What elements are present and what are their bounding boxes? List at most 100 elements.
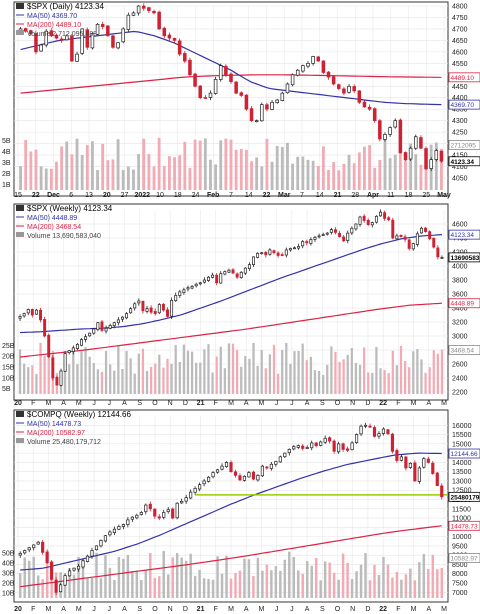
title-marker [16, 411, 24, 417]
volume-bar [47, 358, 50, 394]
volume-bar [184, 560, 188, 598]
candle-body [309, 239, 313, 244]
candle-body [95, 23, 100, 35]
volume-bar [420, 359, 423, 394]
candle-body [104, 327, 108, 332]
candle-body [297, 246, 301, 249]
candle-body [419, 227, 423, 234]
volume-bar [377, 574, 381, 598]
x-tick-label: S [137, 400, 142, 407]
candle-body [275, 99, 279, 104]
x-tick-label: J [108, 400, 112, 407]
candle-body [321, 234, 325, 236]
candle-body [80, 28, 84, 54]
candle-body [96, 322, 100, 331]
candle-body [424, 227, 428, 233]
volume-bar [297, 350, 300, 394]
volume-bar [227, 343, 231, 394]
candle-body [120, 316, 124, 320]
candle-body [408, 147, 413, 160]
x-tick-label: A [426, 400, 431, 407]
volume-bar [270, 570, 273, 598]
volume-bar [414, 154, 418, 190]
candle-body [130, 516, 134, 520]
volume-bar [70, 154, 74, 190]
candle-body [125, 313, 129, 319]
volume-bar [147, 154, 151, 190]
volume-bar [347, 154, 351, 190]
price-candles [18, 3, 444, 172]
volume-tick-label: 1B [2, 182, 11, 189]
volume-bar [29, 151, 33, 190]
volume-bar [279, 570, 282, 598]
price-tag: 3468.54 [451, 348, 475, 355]
volume-bar [350, 579, 354, 598]
x-tick-label: A [244, 400, 249, 407]
ma200-line [19, 302, 443, 358]
volume-bar [178, 361, 181, 394]
y-tick-label: 3400 [452, 306, 468, 313]
x-tick-label: M [259, 400, 265, 407]
volume-bar [388, 158, 392, 190]
volume-bar [27, 367, 30, 394]
volume-bar [238, 570, 242, 598]
candle-body [50, 561, 54, 580]
volume-bar [440, 349, 444, 394]
volume-bar [203, 349, 206, 394]
chart-legend: $SPX (Weekly) 4123.34 MA(50) 4448.89 MA(… [16, 204, 113, 240]
candle-body [362, 101, 367, 108]
candle-body [175, 502, 179, 519]
volume-tick-label: 20B [2, 354, 15, 361]
volume-bar [276, 373, 280, 394]
candle-body [323, 437, 327, 443]
volume-tick-label: 5B [2, 138, 11, 145]
price-tag-box [448, 553, 480, 563]
volume-bar [72, 347, 75, 394]
volume-bar [162, 551, 165, 598]
chart-title: $SPX (Weekly) 4123.34 [27, 204, 113, 213]
candle-body [26, 309, 30, 314]
volume-bar [234, 149, 238, 190]
candle-body [67, 350, 71, 354]
x-tick-label: J [92, 400, 96, 407]
volume-bar [183, 141, 187, 190]
candle-body [256, 475, 260, 481]
volume-bar [364, 553, 367, 598]
candle-body [280, 254, 284, 256]
volume-bar [131, 570, 134, 598]
x-tick-label: J [290, 400, 294, 407]
candle-body [131, 12, 136, 16]
volume-bar [265, 564, 269, 598]
price-tag-box [448, 345, 480, 355]
volume-bar [219, 140, 223, 190]
candle-body [157, 516, 161, 519]
volume-bar [178, 155, 182, 190]
x-tick-label: O [152, 606, 158, 613]
volume-bar [264, 368, 267, 394]
price-tag-box [448, 229, 480, 240]
x-tick-label: N [168, 400, 173, 407]
candle-body [283, 452, 287, 458]
volume-bar [140, 580, 143, 598]
x-tick-label: M [259, 606, 265, 613]
volume-bar [203, 138, 207, 190]
candle-body [399, 235, 403, 237]
candle-body [439, 150, 444, 162]
volume-bar [311, 160, 315, 190]
title-marker [16, 205, 24, 211]
volume-tick-label: 15B [2, 365, 15, 372]
x-tick-label: 20 [103, 192, 111, 199]
volume-bar [357, 152, 361, 190]
volume-bar [96, 369, 100, 394]
volume-bar [126, 554, 130, 598]
ma50-legend: MA(50) 14478.73 [27, 421, 81, 428]
volume-bar [95, 552, 98, 598]
candle-body [325, 232, 329, 235]
candle-body [333, 229, 337, 233]
volume-bar [223, 368, 226, 394]
candle-body [136, 5, 141, 14]
volume-bar [354, 362, 358, 394]
y-tick-label: 4450 [452, 84, 468, 91]
volume-bar [32, 556, 35, 598]
volume-bar [193, 139, 197, 190]
